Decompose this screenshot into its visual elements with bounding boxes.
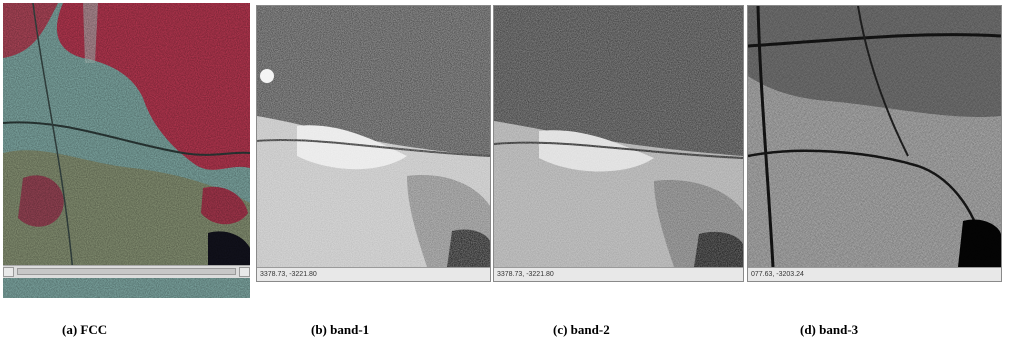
band2-viewer xyxy=(494,6,743,267)
scroll-left-arrow-icon[interactable] xyxy=(3,267,14,277)
caption-band3: (d) band-3 xyxy=(800,322,859,337)
band3-image-panel: 077.63, -3203.24 xyxy=(747,5,1002,282)
band3-coordinate-statusbar: 077.63, -3203.24 xyxy=(748,267,1001,281)
band2-image-panel: 3378.73, -3221.80 xyxy=(493,5,744,282)
caption-band2: (c) band-2 xyxy=(553,322,610,337)
band2-coordinate-statusbar: 3378.73, -3221.80 xyxy=(494,267,743,281)
band3-satellite-image xyxy=(748,6,1001,267)
band1-image-panel: 3378.73, -3221.80 xyxy=(256,5,491,282)
scrollbar-thumb[interactable] xyxy=(17,268,236,275)
band1-satellite-image xyxy=(257,6,490,267)
band2-satellite-image xyxy=(494,6,743,267)
horizontal-scrollbar[interactable] xyxy=(3,265,250,278)
band1-viewer xyxy=(257,6,490,267)
fcc-viewer xyxy=(3,3,250,298)
fcc-satellite-image xyxy=(3,3,250,298)
caption-fcc: (a) FCC xyxy=(62,322,108,337)
band1-coordinate-statusbar: 3378.73, -3221.80 xyxy=(257,267,490,281)
band3-viewer xyxy=(748,6,1001,267)
caption-band1: (b) band-1 xyxy=(311,322,370,337)
fcc-image-panel xyxy=(3,3,250,298)
scroll-right-arrow-icon[interactable] xyxy=(239,267,250,277)
